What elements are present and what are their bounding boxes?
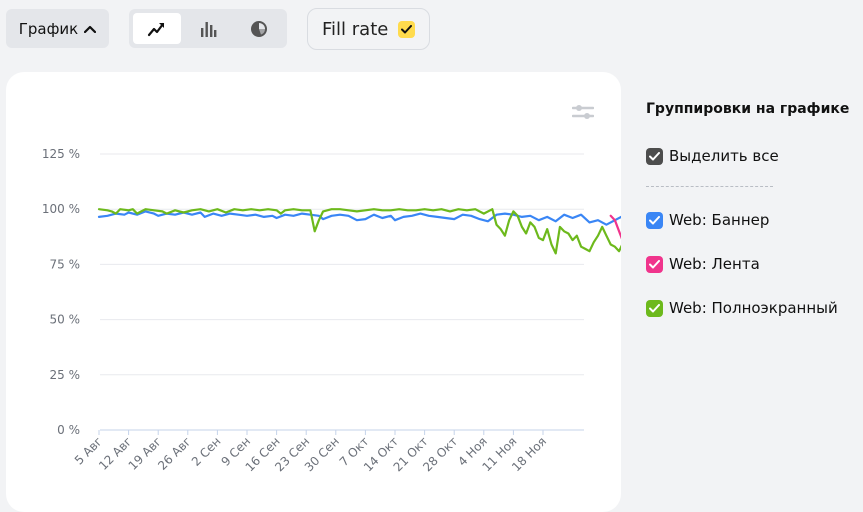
bar-chart-icon xyxy=(201,21,217,37)
series-line xyxy=(97,208,621,255)
fill-rate-label: Fill rate xyxy=(322,18,389,40)
x-tick-label: 2 Сен xyxy=(189,434,224,469)
legend-item-label: Web: Полноэкранный xyxy=(669,299,838,317)
legend-item-web-banner[interactable]: Web: Баннер xyxy=(646,211,769,229)
fill-rate-toggle[interactable]: Fill rate xyxy=(307,8,430,50)
select-all-label: Выделить все xyxy=(669,147,779,165)
legend-checkbox-web-feed[interactable] xyxy=(646,255,663,273)
select-all-row[interactable]: Выделить все xyxy=(646,147,779,165)
chevron-up-icon xyxy=(84,25,97,33)
chart-toggle-label: График xyxy=(18,19,79,38)
chart-type-switch xyxy=(129,9,287,48)
check-icon xyxy=(649,303,660,312)
y-tick-label: 125 % xyxy=(42,147,80,161)
chart-toggle-button[interactable]: График xyxy=(6,9,109,48)
legend-item-label: Web: Лента xyxy=(669,255,760,273)
select-all-checkbox[interactable] xyxy=(646,147,663,165)
fill-rate-checkbox[interactable] xyxy=(398,20,416,38)
series-line xyxy=(609,214,621,240)
y-tick-label: 75 % xyxy=(50,257,81,271)
check-icon xyxy=(401,24,413,33)
check-icon xyxy=(649,215,660,224)
y-tick-label: 0 % xyxy=(57,423,80,437)
legend-item-web-fullscreen[interactable]: Web: Полноэкранный xyxy=(646,299,838,317)
legend-item-label: Web: Баннер xyxy=(669,211,770,229)
y-tick-label: 100 % xyxy=(42,202,80,216)
line-chart-button[interactable] xyxy=(133,13,181,44)
chart-settings-icon[interactable] xyxy=(572,102,594,122)
legend-checkbox-web-fullscreen[interactable] xyxy=(646,299,663,317)
pie-chart-icon xyxy=(251,20,267,37)
legend-item-web-feed[interactable]: Web: Лента xyxy=(646,255,760,273)
legend-divider xyxy=(646,186,773,187)
check-icon xyxy=(649,259,660,268)
chart-card: 0 % 25 % 50 % 75 % 100 % 125 % 5 Авг 12 Авг 19 А… xyxy=(6,72,621,512)
bar-chart-button[interactable] xyxy=(184,13,232,44)
series-line xyxy=(97,210,621,226)
check-icon xyxy=(649,151,660,160)
line-chart-icon xyxy=(147,22,165,36)
legend-checkbox-web-banner[interactable] xyxy=(646,211,663,229)
y-tick-label: 50 % xyxy=(50,313,81,327)
legend-title: Группировки на графике xyxy=(646,101,850,117)
x-tick-label: 26 Авг xyxy=(155,434,194,473)
y-tick-label: 25 % xyxy=(50,368,81,382)
pie-chart-button[interactable] xyxy=(235,13,283,44)
